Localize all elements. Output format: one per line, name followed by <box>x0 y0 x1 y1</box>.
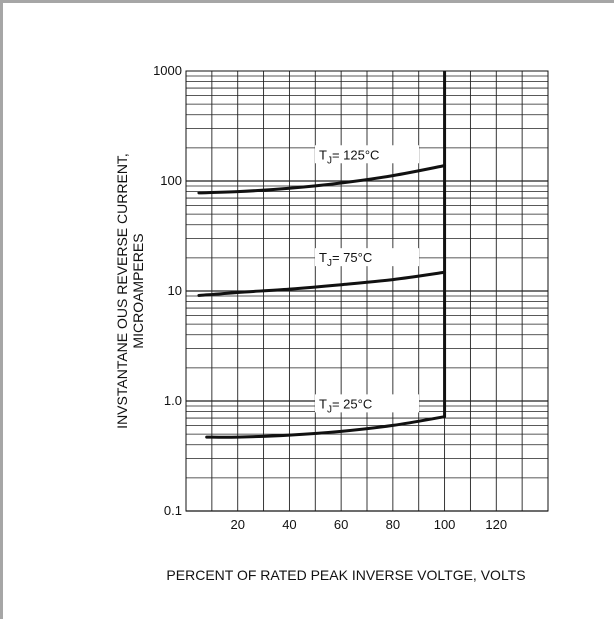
series-line-2 <box>205 415 447 439</box>
series-label-prefix: T <box>319 396 327 411</box>
series-label-bg <box>315 394 419 413</box>
x-tick-label: 120 <box>485 517 507 532</box>
y-axis-title-line2: MICROAMPERES <box>130 233 146 348</box>
series-label-bg <box>315 145 419 164</box>
series-line-0 <box>197 164 447 195</box>
series-label-1: TJ= 75°C <box>319 250 372 269</box>
x-tick-label: 60 <box>334 517 348 532</box>
x-tick-label: 20 <box>230 517 244 532</box>
y-tick-label: 1.0 <box>164 393 182 408</box>
y-tick-label: 1000 <box>153 63 182 78</box>
series-label-bg <box>315 248 419 267</box>
series-label-text: = 125°C <box>332 147 379 162</box>
series-labels: TJ= 125°CTJ= 75°CTJ= 25°C <box>315 145 419 415</box>
series-label-prefix: T <box>319 147 327 162</box>
series-label-2: TJ= 25°C <box>319 396 372 415</box>
x-tick-labels: 20 40 60 80 100 120 <box>230 517 507 532</box>
x-tick-label: 40 <box>282 517 296 532</box>
series-label-subscript: J <box>327 404 332 415</box>
y-axis-title-line1: INVSTANTANE OUS REVERSE CURRENT, <box>114 153 130 429</box>
x-tick-label: 80 <box>386 517 400 532</box>
x-axis-title: PERCENT OF RATED PEAK INVERSE VOLTGE, VO… <box>166 567 525 583</box>
y-tick-label: 0.1 <box>164 503 182 518</box>
y-tick-labels: 0.1 1.0 10 100 1000 <box>153 63 182 518</box>
series-label-0: TJ= 125°C <box>319 147 379 166</box>
plot-area-border <box>185 70 549 512</box>
y-tick-label: 10 <box>168 283 182 298</box>
series-line-1 <box>197 270 447 298</box>
y-tick-label: 100 <box>160 173 182 188</box>
series-label-subscript: J <box>327 258 332 269</box>
series-label-text: = 25°C <box>332 396 372 411</box>
x-tick-label: 100 <box>434 517 456 532</box>
series-label-prefix: T <box>319 250 327 265</box>
series-label-text: = 75°C <box>332 250 372 265</box>
data-curves <box>197 71 447 439</box>
series-label-subscript: J <box>327 155 332 166</box>
